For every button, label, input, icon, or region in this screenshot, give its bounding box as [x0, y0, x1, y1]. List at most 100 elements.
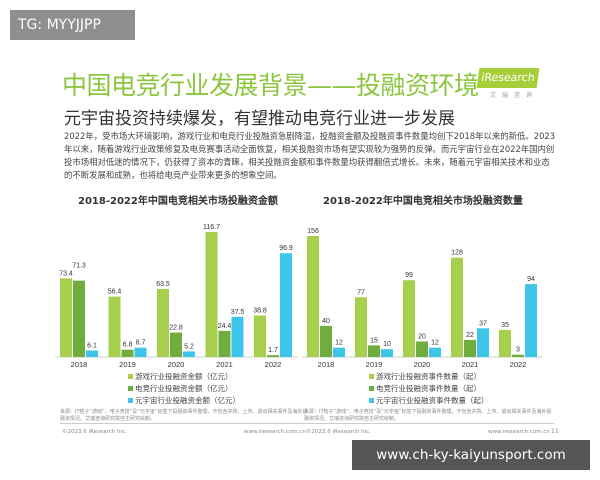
tg-overlay: TG: MYYJJPP — [10, 10, 135, 40]
bar — [121, 349, 134, 357]
data-label: 22 — [466, 332, 474, 339]
data-label: 156 — [307, 228, 319, 235]
data-label: 24.4 — [218, 323, 232, 330]
bar — [403, 280, 415, 357]
data-label: 1.7 — [268, 347, 278, 354]
legend-count: 游戏行业投融资事件数量（起） 电竞行业投融资事件数量（起） 元宇宙行业投融资事件… — [369, 371, 489, 407]
bar — [280, 253, 292, 357]
x-tick-label: 2022 — [265, 360, 282, 369]
x-tick-label: 2018 — [318, 360, 335, 369]
bar — [231, 316, 244, 357]
bar — [499, 329, 511, 357]
bar — [381, 349, 393, 357]
x-tick-label: 2021 — [216, 360, 233, 369]
summary-paragraph: 2022年，受市场大环境影响，游戏行业和电竞行业投融资急剧降温，投融资金额及投融… — [64, 131, 556, 180]
data-label: 8.7 — [136, 340, 146, 347]
data-label: 15 — [370, 337, 378, 344]
bar — [416, 341, 428, 357]
bar — [368, 345, 380, 357]
legend-label: 元宇宙行业投融资金额（亿元） — [135, 396, 240, 405]
bar — [157, 288, 169, 357]
chart-title-amount: 2018-2022年中国电竞相关市场投融资金额 — [78, 196, 278, 207]
legend-label: 游戏行业投融资金额（亿元） — [135, 372, 233, 381]
x-tick-label: 2019 — [366, 360, 383, 369]
bar — [254, 315, 266, 357]
data-label: 128 — [451, 250, 463, 257]
bar — [525, 284, 537, 357]
data-label: 3 — [516, 347, 520, 354]
data-label: 20 — [418, 333, 426, 340]
source-note-right: 来源：IT桔子“游戏”、电子竞技”及“元宇宙”标签下投融资事件整理，不包含并购、… — [304, 409, 554, 424]
copyright-left: ©2023.6 iResearch Inc. — [62, 429, 127, 435]
page-number: 11 — [551, 428, 559, 435]
bar — [170, 332, 182, 357]
data-label: 56.4 — [108, 289, 122, 296]
legend-swatch — [369, 374, 374, 379]
bar — [320, 325, 332, 357]
bar — [333, 347, 345, 357]
x-tick-label: 2018 — [71, 360, 88, 369]
bar — [60, 278, 72, 357]
data-label: 5.2 — [184, 343, 194, 350]
data-label: 6.1 — [87, 342, 97, 349]
bar — [86, 350, 98, 357]
chart-title-count: 2018-2022年中国电竞相关市场投融资数量 — [323, 196, 523, 207]
bar — [429, 347, 441, 357]
data-label: 10 — [383, 341, 391, 348]
bar — [183, 351, 195, 357]
data-label: 12 — [335, 340, 343, 347]
legend-swatch — [369, 398, 374, 403]
subtitle: 元宇宙投资持续爆发，有望推动电竞行业进一步发展 — [64, 109, 455, 129]
page-title: 中国电竞行业发展背景——投融资环境 — [62, 71, 479, 100]
data-label: 99 — [405, 272, 413, 279]
bar — [267, 355, 279, 357]
bar — [451, 257, 463, 357]
legend-swatch — [128, 374, 133, 379]
legend-swatch — [369, 386, 374, 391]
legend-label: 电竞行业投融资事件数量（起） — [376, 384, 481, 393]
legend-amount: 游戏行业投融资金额（亿元） 电竞行业投融资金额（亿元） 元宇宙行业投融资金额（亿… — [128, 371, 240, 407]
data-label: 40 — [322, 318, 330, 325]
bar — [218, 330, 231, 357]
data-label: 6.8 — [123, 342, 133, 349]
x-tick-label: 2021 — [462, 360, 479, 369]
x-tick-label: 2022 — [510, 360, 527, 369]
data-label: 38.8 — [253, 307, 267, 314]
legend-swatch — [128, 398, 133, 403]
url-right: www.iresearch.com.cn — [488, 429, 550, 435]
bar — [307, 236, 319, 357]
data-label: 37 — [479, 320, 487, 327]
data-label: 94 — [527, 276, 535, 283]
bar — [355, 297, 367, 357]
legend-swatch — [128, 386, 133, 391]
data-label: 12 — [431, 340, 439, 347]
watermark-overlay: www.ch-ky-kaiyunsport.com — [352, 440, 590, 470]
copyright-right: ©2023.6 iResearch Inc. — [306, 429, 371, 435]
bar — [464, 339, 476, 357]
legend-label: 游戏行业投融资事件数量（起） — [376, 372, 481, 381]
data-label: 77 — [357, 289, 365, 296]
bar — [477, 328, 489, 357]
data-label: 116.7 — [203, 224, 220, 231]
data-label: 71.3 — [72, 262, 86, 269]
x-tick-label: 2020 — [414, 360, 431, 369]
data-label: 35 — [501, 322, 509, 329]
data-label: 96.9 — [279, 245, 293, 252]
bar — [73, 280, 85, 357]
bar — [108, 296, 121, 357]
data-label: 37.5 — [231, 309, 245, 316]
bar — [512, 354, 524, 357]
legend-label: 元宇宙行业投融资事件数量（起） — [376, 396, 489, 405]
bar — [205, 232, 218, 357]
source-note-left: 来源：IT桔子“游戏”、电子竞技”及“元宇宙”标签下投融资事件整理，不包含并购、… — [60, 409, 310, 424]
data-label: 63.5 — [156, 281, 170, 288]
data-label: 22.8 — [169, 325, 183, 332]
legend-label: 电竞行业投融资金额（亿元） — [135, 384, 233, 393]
x-tick-label: 2020 — [168, 360, 185, 369]
url-left: www.iresearch.com.cn — [244, 429, 306, 435]
data-label: 73.4 — [59, 270, 73, 277]
logo-subtext: 艾瑞咨询 — [490, 92, 539, 99]
x-tick-label: 2019 — [119, 360, 136, 369]
